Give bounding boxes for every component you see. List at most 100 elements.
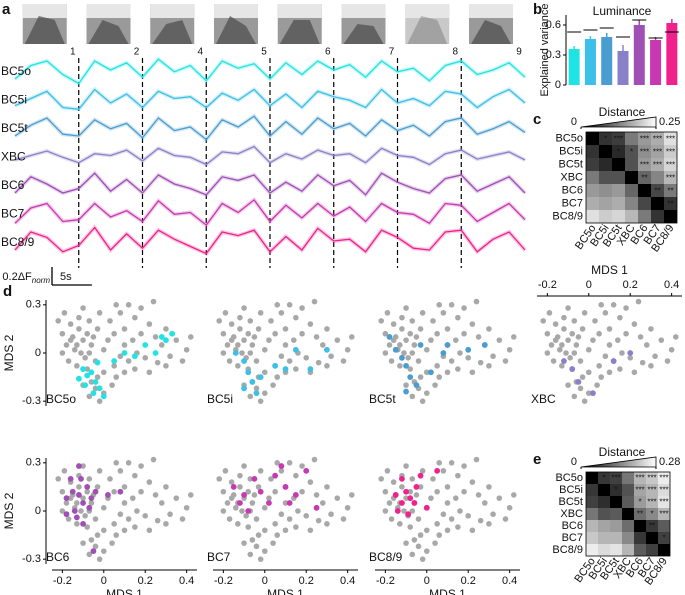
- thumbnail-sky: [277, 4, 322, 18]
- y-axis-label: MDS 2: [2, 334, 16, 371]
- cell-point: [623, 305, 629, 311]
- row-label: BC8/9: [552, 210, 583, 222]
- significance: ***: [666, 147, 675, 156]
- cell-point: [132, 472, 138, 479]
- cell-point: [461, 463, 467, 469]
- type-point: [92, 488, 99, 495]
- x-tick-label: 0.2: [138, 575, 153, 587]
- heatmap-cell: [598, 496, 610, 508]
- cell-point: [430, 476, 436, 482]
- cell-point: [399, 484, 405, 490]
- heatmap-cell: [658, 484, 670, 496]
- cell-point: [226, 358, 233, 364]
- trace-label: BC5i: [1, 93, 27, 107]
- type-point: [142, 342, 149, 348]
- type-point: [282, 484, 289, 490]
- thumbnail-sky: [341, 4, 386, 18]
- cell-point: [319, 342, 326, 348]
- significance: ***: [659, 498, 668, 507]
- thumbnail-structure: [471, 20, 511, 44]
- cell-point: [606, 369, 613, 376]
- cell-point: [86, 551, 93, 558]
- heatmap-cell: [586, 210, 599, 223]
- cell-point: [293, 314, 299, 321]
- cell-point: [419, 556, 426, 562]
- cell-point: [241, 463, 247, 469]
- significance: ***: [647, 474, 656, 483]
- cell-point: [146, 321, 153, 327]
- type-point: [131, 353, 138, 360]
- significance: **: [637, 510, 643, 519]
- cell-point: [237, 484, 243, 490]
- cell-point: [94, 374, 101, 380]
- type-point: [169, 330, 176, 337]
- cell-point: [228, 321, 235, 327]
- cell-point: [113, 374, 120, 380]
- type-label: BC5o: [46, 392, 76, 406]
- bar: [633, 25, 645, 85]
- cell-point: [251, 492, 258, 498]
- significance: ***: [666, 160, 675, 169]
- cell-point: [581, 398, 588, 404]
- cell-point: [419, 398, 426, 404]
- cell-point: [384, 468, 391, 474]
- cell-point: [477, 359, 484, 366]
- cell-point: [228, 479, 235, 485]
- x-tick-label: -0.2: [376, 575, 395, 587]
- cell-point: [303, 513, 310, 519]
- type-point: [303, 467, 310, 474]
- thumbnail-sky: [22, 4, 67, 18]
- cell-point: [183, 346, 190, 353]
- cell-point: [76, 314, 82, 321]
- type-point: [111, 358, 118, 364]
- cell-point: [315, 517, 322, 524]
- trace-label: XBC: [1, 150, 26, 164]
- heatmap-cell: [599, 145, 612, 158]
- cell-point: [152, 334, 159, 340]
- cell-point: [627, 355, 634, 361]
- colorbar: [580, 456, 657, 468]
- cell-point: [486, 521, 492, 527]
- type-point: [158, 334, 165, 340]
- heatmap-cell: [651, 197, 664, 210]
- significance: *: [662, 534, 665, 543]
- cell-point: [96, 398, 103, 404]
- trace: [14, 58, 526, 85]
- cell-point: [486, 484, 492, 490]
- cell-point: [340, 516, 347, 522]
- cell-point: [86, 318, 93, 324]
- cell-point: [452, 495, 459, 501]
- cell-point: [138, 488, 144, 495]
- cell-point: [388, 358, 395, 364]
- cell-point: [382, 508, 389, 514]
- cell-point: [272, 330, 278, 337]
- cell-point: [386, 342, 393, 348]
- heatmap-cell: [664, 184, 677, 197]
- type-point: [88, 495, 95, 502]
- type-point: [94, 359, 101, 366]
- cell-point: [502, 516, 509, 522]
- cell-point: [249, 500, 256, 506]
- cell-point: [455, 472, 461, 479]
- cell-point: [86, 476, 93, 482]
- cell-point: [417, 374, 424, 380]
- cell-point: [142, 513, 149, 519]
- cell-point: [228, 495, 235, 501]
- cell-point: [399, 314, 405, 321]
- scale-bar-y-label-sub: norm: [32, 276, 51, 285]
- cell-point: [237, 326, 243, 332]
- cell-point: [121, 484, 128, 490]
- cell-point: [473, 456, 480, 463]
- type-point: [76, 375, 82, 382]
- cell-point: [411, 342, 418, 348]
- type-point: [417, 342, 424, 348]
- cell-point: [247, 476, 254, 482]
- cell-point: [80, 540, 86, 546]
- cell-point: [125, 302, 132, 308]
- significance: ***: [666, 173, 675, 182]
- type-point: [241, 358, 247, 364]
- panel-label: c: [533, 111, 541, 128]
- cell-point: [251, 334, 258, 340]
- scatter-subplot: [378, 456, 517, 562]
